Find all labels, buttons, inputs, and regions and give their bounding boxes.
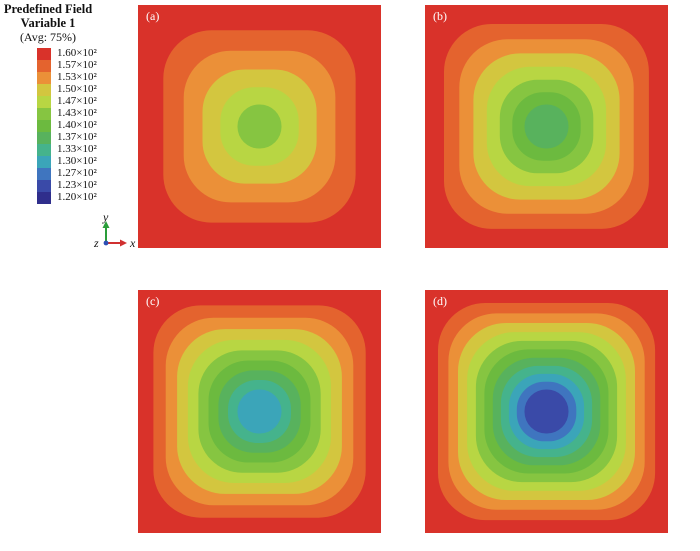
legend-color-bar — [37, 48, 51, 204]
legend-tick-label: 1.37×10² — [57, 131, 97, 143]
panel-label-c: (c) — [146, 294, 160, 308]
legend-swatch — [37, 180, 51, 192]
contour-band — [237, 389, 282, 434]
contour-band — [524, 104, 569, 149]
legend-swatch — [37, 96, 51, 108]
contour-panel-b: (b) — [425, 5, 668, 248]
legend-swatch — [37, 72, 51, 84]
legend-swatch — [37, 156, 51, 168]
axis-triad: y z x — [90, 210, 140, 254]
panel-label-b: (b) — [433, 9, 447, 23]
legend-swatch — [37, 132, 51, 144]
panel-label-a: (a) — [146, 9, 160, 23]
legend-swatch — [37, 120, 51, 132]
legend-tick-label: 1.20×10² — [57, 191, 97, 203]
legend-tick-label: 1.30×10² — [57, 155, 97, 167]
legend-swatch — [37, 192, 51, 204]
legend-swatch — [37, 84, 51, 96]
legend-swatch — [37, 168, 51, 180]
contour-plot-d — [425, 290, 668, 533]
contour-legend: Predefined Field Variable 1 (Avg: 75%) 1… — [0, 0, 136, 260]
contour-plot-a — [138, 5, 381, 248]
legend-title-line2: Variable 1 — [20, 16, 76, 30]
y-axis-label: y — [102, 210, 109, 224]
legend-swatch — [37, 144, 51, 156]
panel-label-d: (d) — [433, 294, 447, 308]
legend-tick-label: 1.53×10² — [57, 71, 97, 83]
legend-tick-label: 1.60×10² — [57, 47, 97, 59]
legend-tick-label: 1.23×10² — [57, 179, 97, 191]
z-axis-label: z — [93, 236, 99, 250]
contour-panel-a: (a) — [138, 5, 381, 248]
x-axis-arrowhead — [120, 239, 127, 247]
legend-title: Predefined Field Variable 1 — [0, 2, 96, 30]
contour-plot-c — [138, 290, 381, 533]
legend-title-line1: Predefined Field — [3, 2, 93, 16]
legend-tick-label: 1.57×10² — [57, 59, 97, 71]
legend-swatch — [37, 108, 51, 120]
axis-triad-graphic: y z x — [93, 210, 136, 250]
y-axis-arrowhead — [102, 221, 110, 228]
legend-swatch — [37, 48, 51, 60]
contour-plot-b — [425, 5, 668, 248]
x-axis-label: x — [129, 236, 136, 250]
contour-panel-d: (d) — [425, 290, 668, 533]
legend-tick-label: 1.33×10² — [57, 143, 97, 155]
contour-band — [524, 389, 569, 434]
legend-tick-label: 1.27×10² — [57, 167, 97, 179]
contour-panel-c: (c) — [138, 290, 381, 533]
contour-band — [237, 104, 282, 149]
legend-tick-label: 1.47×10² — [57, 95, 97, 107]
legend-tick-label: 1.40×10² — [57, 119, 97, 131]
z-axis-marker — [103, 240, 109, 246]
legend-tick-label: 1.50×10² — [57, 83, 97, 95]
legend-subtitle: (Avg: 75%) — [19, 30, 77, 44]
legend-swatch — [37, 60, 51, 72]
legend-tick-label: 1.43×10² — [57, 107, 97, 119]
